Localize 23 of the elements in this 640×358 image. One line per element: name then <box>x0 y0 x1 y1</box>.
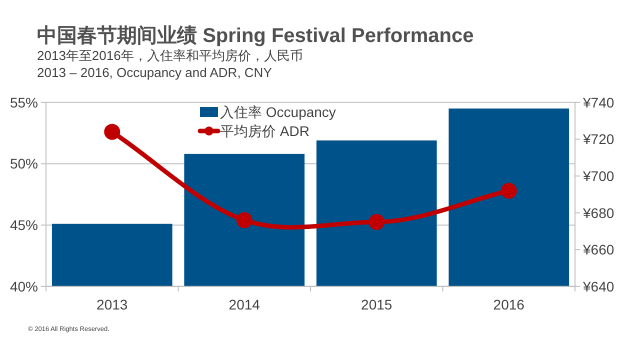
y2-tick-label: ¥680 <box>582 204 614 221</box>
x-tick-label: 2016 <box>493 296 525 312</box>
legend-label: 平均房价 ADR <box>220 123 310 139</box>
y-tick-label: 50% <box>10 156 38 172</box>
legend-label: 入住率 Occupancy <box>220 104 336 120</box>
y-tick-label: 40% <box>10 278 38 294</box>
point <box>104 124 120 140</box>
point <box>236 212 252 228</box>
y2-tick-label: ¥700 <box>582 168 614 184</box>
x-tick-label: 2014 <box>228 296 260 312</box>
y2-tick-label: ¥720 <box>582 131 614 148</box>
point <box>500 182 517 199</box>
text: 2013 – 2016, Occupancy and ADR, CNY <box>37 65 272 80</box>
x-tick-label: 2013 <box>96 296 128 312</box>
chart-subtitle: 2013年至2016年，入住率和平均房价，人民币 <box>37 48 303 63</box>
y-tick-label: 55% <box>10 94 38 110</box>
x-tick-label: 2015 <box>361 296 392 312</box>
y-tick-label: 45% <box>10 217 38 234</box>
y2-tick-label: ¥660 <box>582 242 614 258</box>
y2-tick-label: ¥740 <box>582 94 614 110</box>
y2-tick-label: ¥640 <box>582 278 614 294</box>
chart-title: 中国春节期间业绩 Spring Festival Performance <box>37 25 474 47</box>
point <box>368 214 385 230</box>
